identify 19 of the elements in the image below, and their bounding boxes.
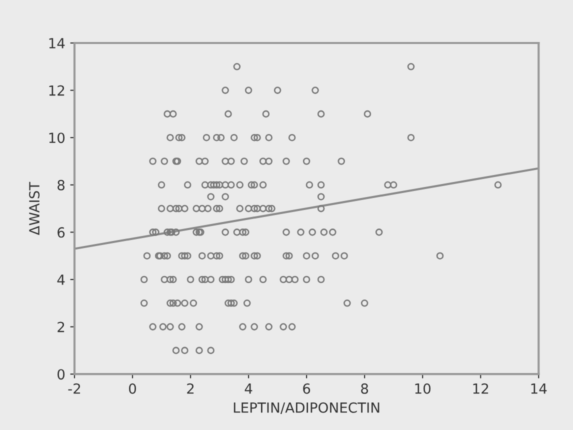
y-tick-label: 10	[49, 132, 65, 144]
y-tick-label: 4	[57, 274, 65, 285]
y-tick-label: 6	[58, 227, 65, 238]
y-tick-label: 0	[58, 369, 65, 380]
x-tick-label: 12	[473, 383, 488, 394]
x-tick-label: 6	[303, 383, 310, 394]
x-tick-label: 2	[187, 383, 194, 394]
x-tick-label: 10	[415, 383, 430, 394]
x-tick-label: 14	[531, 384, 547, 394]
y-tick-label: 14	[49, 38, 65, 48]
x-tick-label: 4	[244, 384, 252, 394]
y-tick-label: 8	[58, 180, 65, 190]
x-tick-label: -2	[68, 383, 80, 394]
x-axis-title: LEPTIN/ADIPONECTIN	[234, 402, 380, 414]
x-tick-label: 8	[361, 383, 368, 394]
y-axis-title: ΔWAIST	[29, 182, 40, 236]
x-tick-label: 0	[129, 383, 136, 394]
y-tick-label: 2	[58, 322, 64, 332]
y-tick-label: 12	[49, 85, 64, 96]
